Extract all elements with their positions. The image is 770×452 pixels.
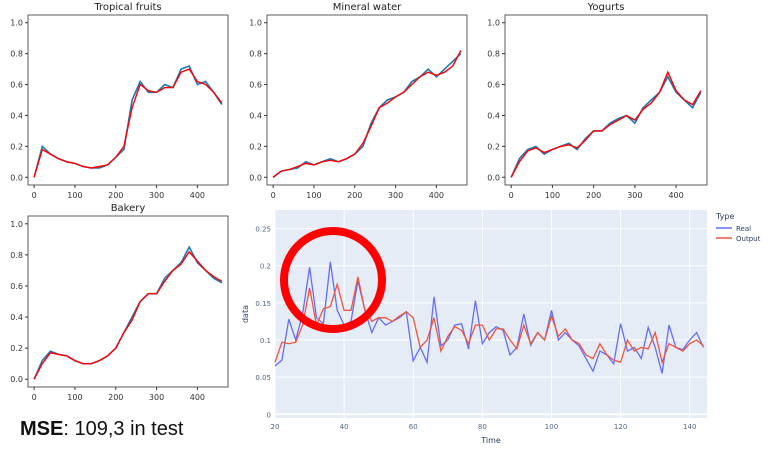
y-tick-label: 0.4 bbox=[249, 111, 262, 120]
x-tick-label: 200 bbox=[586, 191, 601, 200]
series-line-output bbox=[274, 276, 704, 365]
predicted-line bbox=[272, 50, 462, 178]
y-tick-label: 0.15 bbox=[255, 300, 271, 308]
chart-title: Mineral water bbox=[333, 2, 402, 13]
x-tick-label: 300 bbox=[388, 191, 403, 200]
x-tick-label: 400 bbox=[190, 191, 205, 200]
y-tick-label: 0.0 bbox=[249, 173, 262, 182]
y-tick-label: 0.0 bbox=[10, 375, 23, 384]
x-tick-label: 140 bbox=[683, 423, 696, 431]
y-tick-label: 0.0 bbox=[10, 173, 23, 182]
y-tick-label: 0 bbox=[267, 411, 271, 419]
mse-label: MSE bbox=[20, 418, 64, 440]
y-tick-label: 0.2 bbox=[10, 142, 23, 151]
y-tick-label: 0.8 bbox=[249, 50, 262, 59]
y-tick-label: 0.2 bbox=[487, 142, 500, 151]
y-tick-label: 1.0 bbox=[249, 19, 262, 28]
legend-title: Type bbox=[715, 212, 734, 221]
mse-value: : 109,3 in test bbox=[63, 418, 184, 440]
y-tick-label: 0.6 bbox=[487, 81, 500, 90]
x-axis-label: Time bbox=[480, 436, 501, 445]
x-tick-label: 80 bbox=[478, 423, 487, 431]
y-tick-label: 0.2 bbox=[249, 142, 262, 151]
y-tick-label: 0.6 bbox=[10, 282, 23, 291]
y-tick-label: 0.05 bbox=[255, 374, 271, 382]
predicted-line bbox=[33, 250, 223, 380]
actual-line bbox=[272, 53, 462, 178]
highlight-circle bbox=[280, 227, 386, 333]
y-tick-label: 0.8 bbox=[10, 50, 23, 59]
x-tick-label: 0 bbox=[32, 191, 37, 200]
y-tick-label: 0.4 bbox=[10, 111, 23, 120]
plot-frame bbox=[27, 14, 229, 186]
y-tick-label: 0.6 bbox=[249, 81, 262, 90]
y-tick-label: 1.0 bbox=[10, 220, 23, 229]
y-tick-label: 0.4 bbox=[487, 111, 500, 120]
chart-title: Tropical fruits bbox=[93, 2, 161, 13]
x-tick-label: 100 bbox=[545, 191, 560, 200]
predicted-line bbox=[510, 70, 702, 178]
y-tick-label: 0.8 bbox=[487, 50, 500, 59]
x-tick-label: 0 bbox=[509, 191, 514, 200]
x-tick-label: 0 bbox=[32, 393, 37, 402]
y-tick-label: 0.1 bbox=[260, 337, 271, 345]
x-tick-label: 400 bbox=[190, 393, 205, 402]
x-tick-label: 300 bbox=[627, 191, 642, 200]
y-tick-label: 1.0 bbox=[10, 19, 23, 28]
x-tick-label: 400 bbox=[429, 191, 444, 200]
chart-title: Bakery bbox=[111, 203, 146, 214]
x-tick-label: 20 bbox=[271, 423, 280, 431]
y-tick-label: 0.25 bbox=[255, 226, 271, 234]
plot-frame bbox=[504, 14, 708, 186]
y-tick-label: 0.2 bbox=[260, 263, 271, 271]
y-tick-label: 0.8 bbox=[10, 251, 23, 260]
plot-frame bbox=[27, 215, 229, 388]
x-tick-label: 60 bbox=[409, 423, 418, 431]
x-tick-label: 120 bbox=[614, 423, 627, 431]
x-tick-label: 100 bbox=[67, 191, 82, 200]
x-tick-label: 200 bbox=[108, 393, 123, 402]
x-tick-label: 300 bbox=[149, 393, 164, 402]
x-tick-label: 0 bbox=[271, 191, 276, 200]
y-tick-label: 0.6 bbox=[10, 81, 23, 90]
x-tick-label: 400 bbox=[668, 191, 683, 200]
chart-title: Yogurts bbox=[587, 2, 625, 13]
x-tick-label: 100 bbox=[545, 423, 558, 431]
actual-line bbox=[33, 245, 223, 380]
y-tick-label: 0.2 bbox=[10, 344, 23, 353]
plot-background bbox=[275, 210, 707, 418]
legend-label: Output bbox=[736, 235, 761, 243]
mse-text: MSE: 109,3 in test bbox=[20, 418, 183, 441]
x-tick-label: 300 bbox=[149, 191, 164, 200]
plot-frame bbox=[266, 14, 468, 186]
x-tick-label: 40 bbox=[340, 423, 349, 431]
x-tick-label: 100 bbox=[67, 393, 82, 402]
x-tick-label: 100 bbox=[306, 191, 321, 200]
x-tick-label: 200 bbox=[347, 191, 362, 200]
predicted-line bbox=[33, 68, 223, 178]
legend-label: Real bbox=[736, 225, 751, 233]
y-tick-label: 0.0 bbox=[487, 173, 500, 182]
x-tick-label: 200 bbox=[108, 191, 123, 200]
y-tick-label: 0.4 bbox=[10, 313, 23, 322]
y-axis-label: data bbox=[241, 305, 250, 323]
y-tick-label: 1.0 bbox=[487, 19, 500, 28]
